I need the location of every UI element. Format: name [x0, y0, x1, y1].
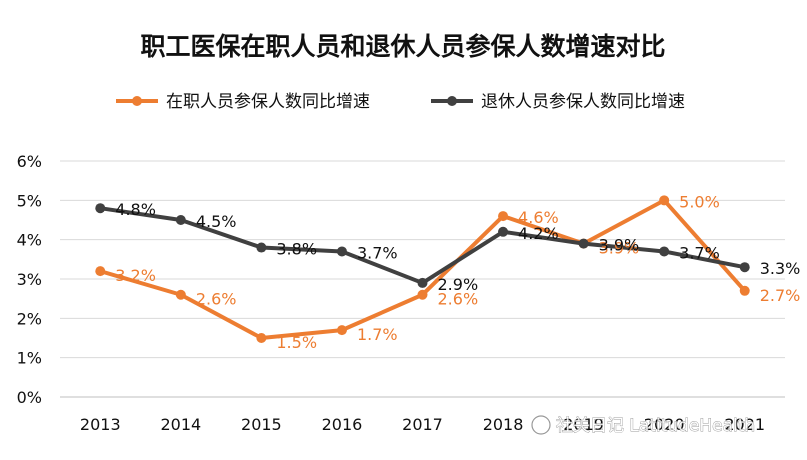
legend-marker	[447, 96, 457, 106]
data-point	[739, 262, 750, 273]
x-tick-label: 2017	[402, 415, 443, 434]
y-tick-label: 5%	[17, 191, 42, 210]
x-axis: 2013 2014 2015 2016 2017 2018 2019 2020 2021	[80, 415, 765, 434]
data-point	[498, 211, 509, 222]
data-point	[256, 333, 267, 343]
data-label: 3.7%	[357, 243, 398, 262]
data-point	[739, 285, 750, 296]
x-tick-label: 2021	[724, 415, 765, 434]
y-tick-label: 6%	[17, 152, 42, 171]
x-tick-label: 2014	[160, 415, 201, 434]
data-point	[256, 242, 267, 253]
y-tick-label: 1%	[17, 349, 42, 368]
y-tick-label: 2%	[17, 309, 42, 328]
watermark-text: 社关日记 LatitudeHealth	[556, 416, 755, 436]
data-labels: 3.2% 2.6% 1.5% 1.7% 2.6% 4.6% 3.9% 5.0% 2.7% 4.8%…	[115, 192, 800, 352]
data-label: 1.7%	[357, 325, 398, 344]
data-label: 2.7%	[760, 286, 801, 305]
data-label: 3.8%	[276, 240, 317, 259]
data-label: 1.5%	[276, 333, 317, 352]
data-label: 4.6%	[518, 208, 559, 227]
data-label: 2.9%	[438, 275, 479, 294]
data-label: 4.5%	[196, 212, 237, 231]
data-label: 3.9%	[599, 239, 640, 258]
series-group	[95, 195, 750, 343]
legend-marker	[132, 96, 142, 106]
data-point	[336, 325, 347, 336]
data-label: 5.0%	[679, 192, 720, 211]
data-label: 4.2%	[518, 224, 559, 243]
data-label: 3.3%	[760, 259, 801, 278]
data-label: 2.6%	[196, 290, 237, 309]
data-point	[659, 195, 670, 206]
watermark: 社关日记 LatitudeHealth	[531, 415, 756, 436]
data-label: 4.8%	[115, 200, 156, 219]
legend: 在职人员参保人数同比增速 退休人员参保人数同比增速	[116, 92, 685, 112]
legend-label: 退休人员参保人数同比增速	[481, 92, 685, 112]
data-point	[175, 215, 186, 225]
data-label: 2.6%	[438, 290, 479, 309]
x-tick-label: 2019	[563, 415, 604, 434]
y-axis: 0% 1% 2% 3% 4% 5% 6%	[17, 152, 42, 407]
data-point	[95, 203, 106, 214]
y-tick-label: 0%	[17, 388, 42, 407]
data-label: 3.7%	[679, 243, 720, 262]
legend-label: 在职人员参保人数同比增速	[166, 92, 370, 112]
data-point	[417, 289, 428, 300]
data-point	[578, 238, 589, 249]
chart-title: 职工医保在职人员和退休人员参保人数增速对比	[140, 32, 665, 61]
x-tick-label: 2015	[241, 415, 282, 434]
data-label: 3.9%	[599, 236, 640, 255]
data-point	[95, 266, 106, 277]
data-point	[498, 226, 509, 237]
x-tick-label: 2018	[483, 415, 524, 434]
y-tick-label: 3%	[17, 270, 42, 289]
y-tick-label: 4%	[17, 231, 42, 250]
x-tick-label: 2013	[80, 415, 121, 434]
data-point	[659, 246, 670, 257]
data-point	[417, 277, 428, 288]
data-label: 3.2%	[115, 266, 156, 285]
data-point	[336, 246, 347, 257]
x-tick-label: 2016	[322, 415, 363, 434]
wechat-icon	[531, 415, 551, 435]
x-tick-label: 2020	[644, 415, 685, 434]
data-point	[175, 289, 186, 300]
